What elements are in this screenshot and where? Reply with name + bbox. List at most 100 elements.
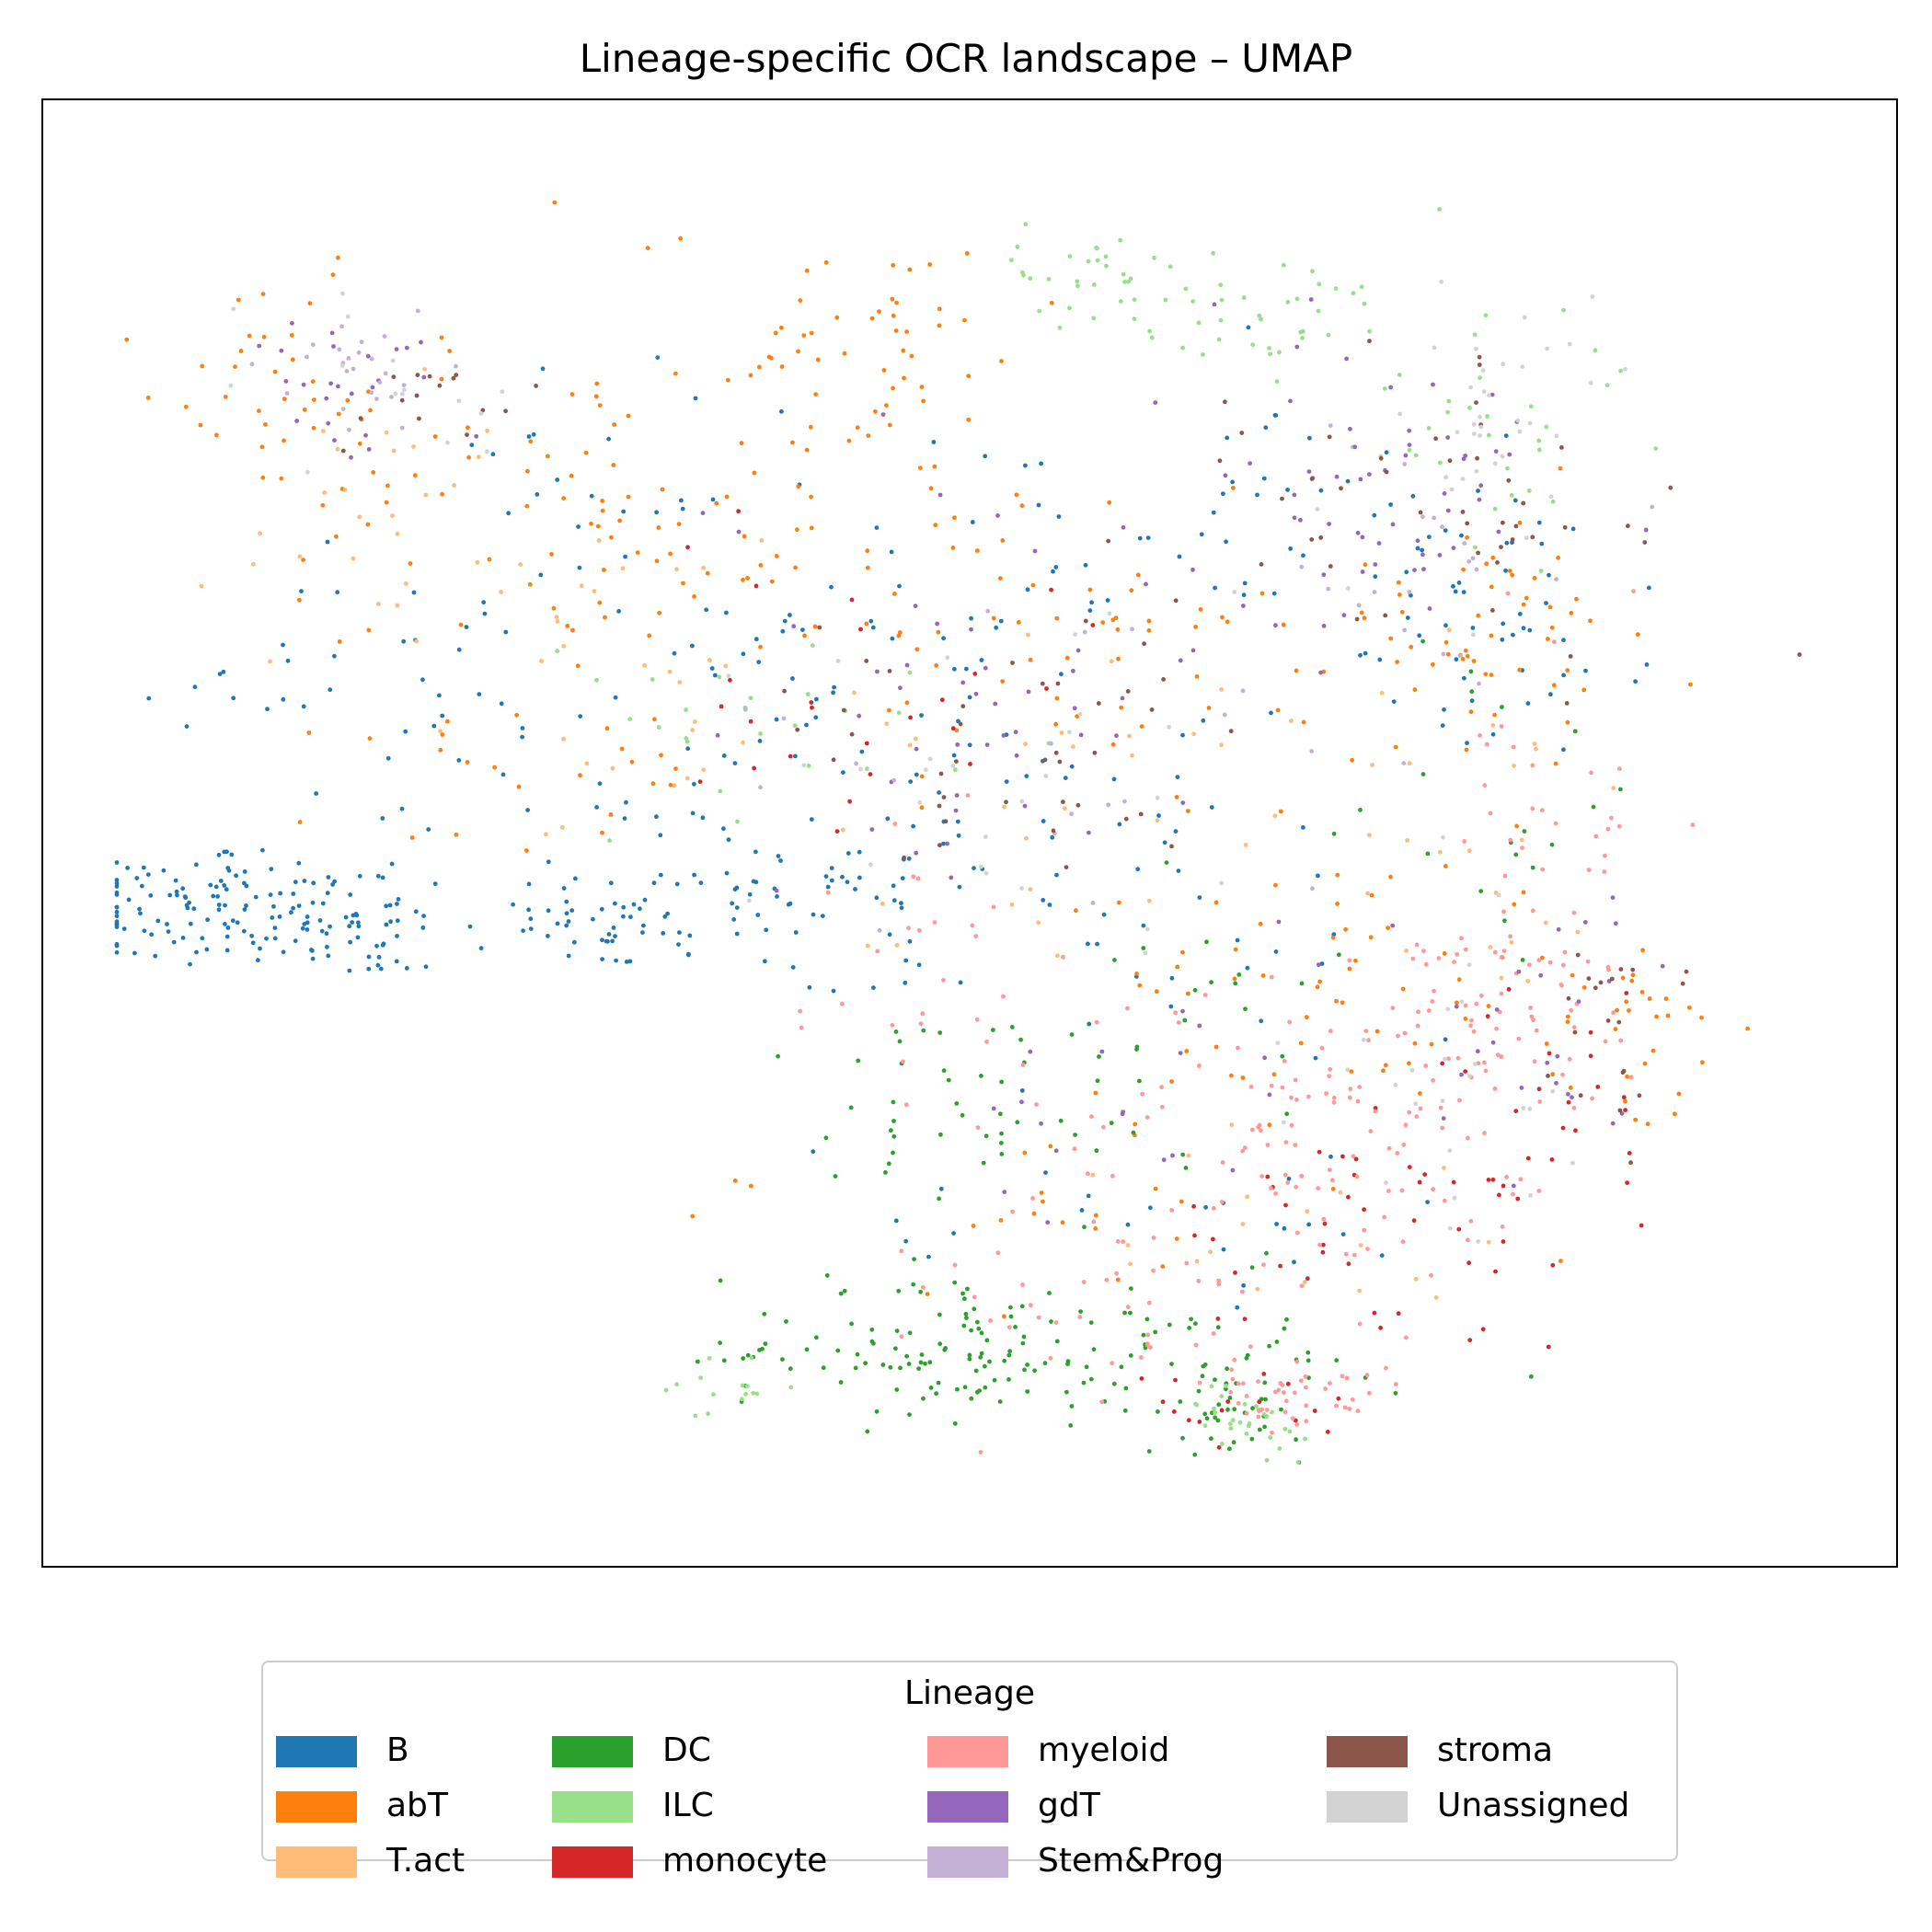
data-point — [911, 1282, 916, 1287]
data-point — [1334, 998, 1339, 1004]
data-point — [1368, 935, 1374, 940]
data-point — [1486, 1178, 1491, 1182]
data-point — [871, 1340, 876, 1346]
data-point — [1267, 346, 1271, 351]
data-point — [1023, 222, 1029, 227]
data-point — [1053, 1320, 1059, 1325]
data-point — [171, 939, 177, 945]
data-point — [340, 448, 346, 454]
data-point — [983, 1385, 988, 1390]
data-point — [381, 941, 386, 947]
data-point — [834, 829, 840, 834]
data-point — [1139, 1376, 1144, 1381]
data-point — [979, 658, 984, 662]
data-point — [1358, 1243, 1363, 1248]
data-point — [1294, 1437, 1298, 1443]
data-point — [693, 1413, 698, 1419]
data-point — [199, 583, 204, 589]
data-point — [1431, 1078, 1435, 1083]
data-point — [1354, 616, 1360, 622]
data-point — [1100, 620, 1106, 625]
data-point — [758, 731, 763, 736]
data-point — [228, 383, 234, 388]
data-point — [1581, 985, 1587, 990]
data-point — [1485, 1014, 1490, 1019]
data-point — [399, 391, 405, 397]
data-point — [1048, 1144, 1053, 1149]
data-point — [1684, 969, 1689, 974]
data-point — [1240, 1148, 1245, 1154]
data-point — [349, 454, 353, 460]
data-point — [1401, 1142, 1407, 1147]
chart-title: Lineage-specific OCR landscape – UMAP — [579, 36, 1353, 81]
data-point — [977, 1388, 982, 1393]
data-point — [1095, 941, 1099, 947]
data-point — [1139, 724, 1144, 729]
data-point — [1348, 1087, 1353, 1092]
data-point — [546, 859, 551, 865]
data-point — [1407, 590, 1412, 594]
data-point — [1144, 926, 1150, 932]
data-point — [546, 908, 551, 914]
data-point — [1073, 1133, 1077, 1137]
data-point — [790, 440, 795, 445]
data-point — [1185, 809, 1190, 813]
data-point — [1316, 1186, 1320, 1190]
data-point — [934, 1391, 938, 1397]
data-point — [919, 805, 925, 811]
data-point — [521, 928, 525, 933]
data-point — [1224, 1384, 1228, 1388]
data-point — [1487, 432, 1491, 438]
data-point — [788, 901, 793, 906]
data-point — [1137, 983, 1143, 988]
data-point — [596, 538, 602, 543]
data-point — [1413, 1276, 1419, 1282]
data-point — [1028, 276, 1033, 282]
data-point — [1213, 1044, 1219, 1050]
data-point — [1156, 813, 1161, 818]
data-point — [1141, 923, 1146, 928]
data-point — [921, 1285, 926, 1290]
data-point — [1047, 903, 1052, 907]
data-point — [943, 819, 949, 824]
data-point — [890, 636, 895, 641]
data-point — [1255, 492, 1259, 498]
data-point — [627, 959, 633, 964]
data-point — [1397, 592, 1402, 597]
legend-swatch — [276, 1846, 357, 1878]
data-point — [1466, 962, 1472, 967]
data-point — [284, 391, 290, 396]
data-point — [1650, 1048, 1656, 1053]
data-point — [1407, 761, 1412, 765]
data-point — [1668, 485, 1673, 490]
data-point — [1115, 1277, 1121, 1282]
data-point — [439, 335, 444, 340]
data-point — [1571, 1105, 1577, 1110]
data-point — [1432, 345, 1437, 351]
data-point — [1121, 1239, 1126, 1244]
data-point — [1364, 1373, 1370, 1378]
data-point — [1413, 1101, 1419, 1106]
data-point — [855, 1351, 860, 1357]
data-point — [467, 924, 473, 929]
data-point — [1475, 1049, 1480, 1054]
data-point — [1457, 653, 1463, 658]
data-point — [311, 425, 316, 431]
data-point — [233, 364, 237, 369]
data-point — [741, 740, 745, 745]
data-point — [1499, 1054, 1504, 1059]
data-point — [1511, 632, 1515, 638]
data-point — [973, 1368, 979, 1374]
data-point — [1319, 1045, 1325, 1051]
data-point — [1204, 939, 1209, 945]
data-point — [1236, 1045, 1240, 1051]
data-point — [891, 1099, 896, 1105]
data-point — [1194, 674, 1200, 679]
data-point — [526, 881, 532, 887]
data-point — [1243, 843, 1248, 847]
data-point — [1395, 660, 1399, 664]
data-point — [1151, 1268, 1156, 1273]
data-point — [865, 943, 870, 949]
data-point — [1262, 1055, 1267, 1061]
data-point — [367, 736, 373, 741]
